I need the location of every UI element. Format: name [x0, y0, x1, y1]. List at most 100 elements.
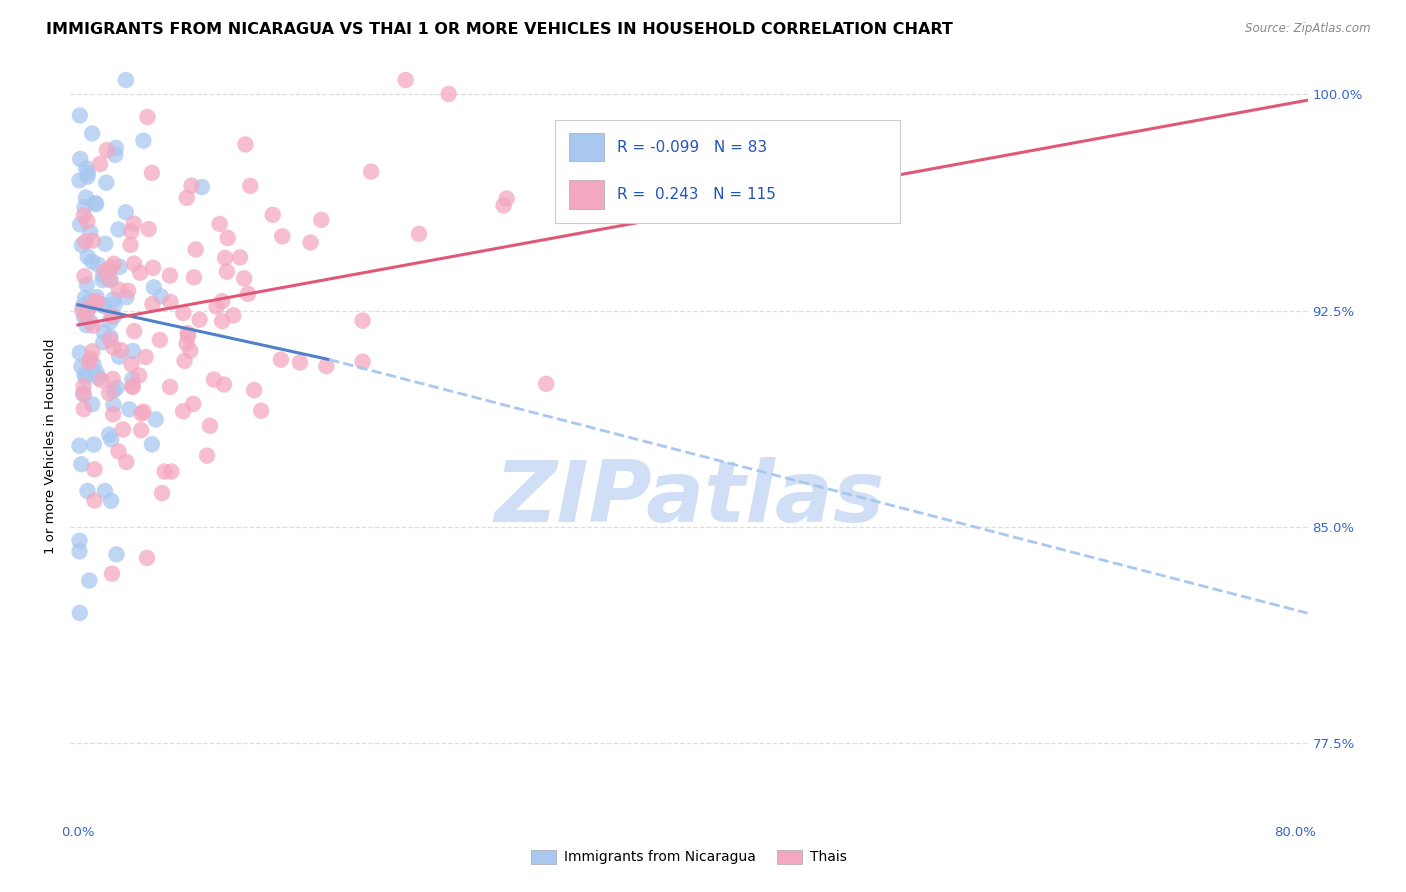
Point — [72, 386, 94, 401]
Point — [69, 218, 91, 232]
Point — [159, 268, 181, 283]
Point — [100, 310, 122, 324]
Point — [98, 427, 121, 442]
Point — [75, 310, 97, 325]
Point — [77, 293, 100, 308]
Point — [211, 294, 233, 309]
Point — [91, 273, 114, 287]
Point — [89, 157, 111, 171]
Point — [179, 343, 201, 358]
Point — [115, 73, 138, 87]
Point — [176, 326, 198, 341]
Point — [160, 465, 183, 479]
Point — [121, 343, 143, 358]
Point — [111, 422, 134, 436]
Point — [86, 295, 108, 310]
Point — [183, 270, 205, 285]
Point — [408, 227, 430, 241]
Point — [394, 73, 416, 87]
Point — [243, 383, 266, 397]
Point — [96, 176, 118, 190]
Point — [87, 258, 110, 272]
Point — [82, 318, 104, 333]
Point — [315, 359, 337, 373]
Point — [180, 178, 202, 193]
Point — [86, 290, 108, 304]
Point — [104, 297, 127, 311]
Point — [76, 483, 98, 498]
Point — [103, 341, 125, 355]
Point — [214, 251, 236, 265]
Point — [121, 372, 143, 386]
Point — [110, 343, 132, 358]
Point — [108, 283, 131, 297]
Point — [121, 379, 143, 393]
Point — [141, 437, 163, 451]
Point — [72, 304, 94, 318]
Point — [93, 298, 115, 312]
Point — [73, 402, 96, 417]
FancyBboxPatch shape — [569, 133, 603, 161]
Point — [84, 196, 107, 211]
Point — [69, 606, 91, 620]
Point — [103, 384, 125, 398]
Point — [217, 231, 239, 245]
Point — [70, 238, 93, 252]
Point — [262, 208, 284, 222]
Point — [69, 108, 91, 122]
Point — [495, 192, 517, 206]
Point — [212, 377, 235, 392]
Point — [93, 325, 115, 339]
Point — [83, 437, 105, 451]
Point — [120, 224, 142, 238]
Point — [103, 257, 125, 271]
Point — [103, 398, 125, 412]
Point — [132, 134, 155, 148]
Legend: Immigrants from Nicaragua, Thais: Immigrants from Nicaragua, Thais — [526, 844, 852, 870]
Point — [136, 110, 159, 124]
Point — [104, 148, 127, 162]
FancyBboxPatch shape — [569, 180, 603, 209]
Point — [72, 299, 94, 313]
Point — [73, 209, 96, 223]
Text: IMMIGRANTS FROM NICARAGUA VS THAI 1 OR MORE VEHICLES IN HOUSEHOLD CORRELATION CH: IMMIGRANTS FROM NICARAGUA VS THAI 1 OR M… — [46, 22, 953, 37]
Point — [103, 310, 125, 324]
Point — [198, 418, 221, 433]
Point — [91, 268, 114, 283]
Point — [288, 355, 311, 369]
Point — [121, 357, 143, 371]
Point — [73, 269, 96, 284]
Text: R =  0.243   N = 115: R = 0.243 N = 115 — [617, 187, 776, 202]
Point — [70, 457, 93, 471]
Point — [311, 212, 333, 227]
Point — [121, 380, 143, 394]
Point — [136, 550, 159, 565]
Point — [117, 284, 139, 298]
Point — [202, 373, 225, 387]
Point — [82, 344, 104, 359]
Point — [82, 357, 104, 371]
Point — [105, 381, 128, 395]
Point — [172, 404, 194, 418]
Point — [105, 547, 128, 561]
Point — [534, 376, 557, 391]
Point — [82, 397, 104, 411]
Point — [79, 351, 101, 366]
Point — [76, 277, 98, 292]
Point — [98, 315, 121, 329]
Point — [73, 368, 96, 382]
Point — [94, 483, 117, 498]
Point — [79, 226, 101, 240]
Point — [100, 273, 122, 287]
Point — [69, 439, 91, 453]
Point — [122, 324, 145, 338]
Point — [135, 350, 157, 364]
Point — [141, 166, 163, 180]
Point — [76, 318, 98, 333]
Point — [122, 256, 145, 270]
Text: Source: ZipAtlas.com: Source: ZipAtlas.com — [1246, 22, 1371, 36]
Point — [118, 402, 141, 417]
Point — [75, 161, 97, 176]
Point — [79, 315, 101, 329]
Point — [141, 297, 163, 311]
